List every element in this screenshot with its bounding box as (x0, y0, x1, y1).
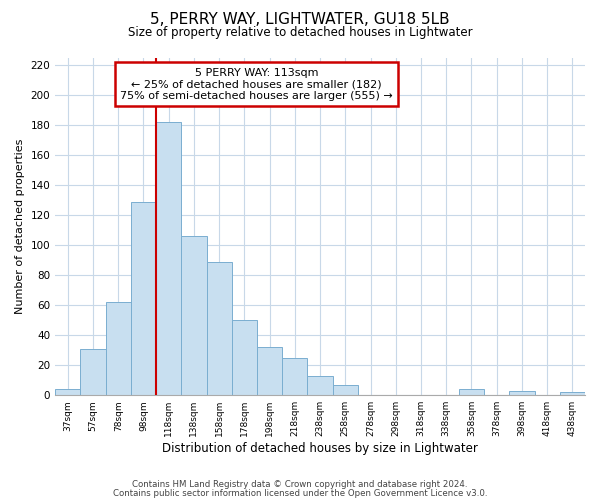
Bar (509, 390, 535, 395)
Text: 5 PERRY WAY: 113sqm
← 25% of detached houses are smaller (182)
75% of semi-detac: 5 PERRY WAY: 113sqm ← 25% of detached ho… (120, 68, 393, 101)
Text: Size of property relative to detached houses in Lightwater: Size of property relative to detached ho… (128, 26, 472, 39)
Text: Contains public sector information licensed under the Open Government Licence v3: Contains public sector information licen… (113, 489, 487, 498)
Text: Contains HM Land Registry data © Crown copyright and database right 2024.: Contains HM Land Registry data © Crown c… (132, 480, 468, 489)
X-axis label: Distribution of detached houses by size in Lightwater: Distribution of detached houses by size … (162, 442, 478, 455)
Bar (459, 389, 484, 395)
Bar (332, 384, 358, 395)
Bar (55, 389, 80, 395)
Bar (206, 262, 232, 395)
Bar (307, 376, 332, 395)
Bar (181, 236, 206, 395)
Text: 5, PERRY WAY, LIGHTWATER, GU18 5LB: 5, PERRY WAY, LIGHTWATER, GU18 5LB (150, 12, 450, 28)
Bar (257, 347, 282, 395)
Bar (131, 202, 156, 395)
Bar (232, 320, 257, 395)
Bar (560, 392, 585, 395)
Bar (80, 348, 106, 395)
Bar (282, 358, 307, 395)
Y-axis label: Number of detached properties: Number of detached properties (15, 138, 25, 314)
Bar (156, 122, 181, 395)
Bar (106, 302, 131, 395)
